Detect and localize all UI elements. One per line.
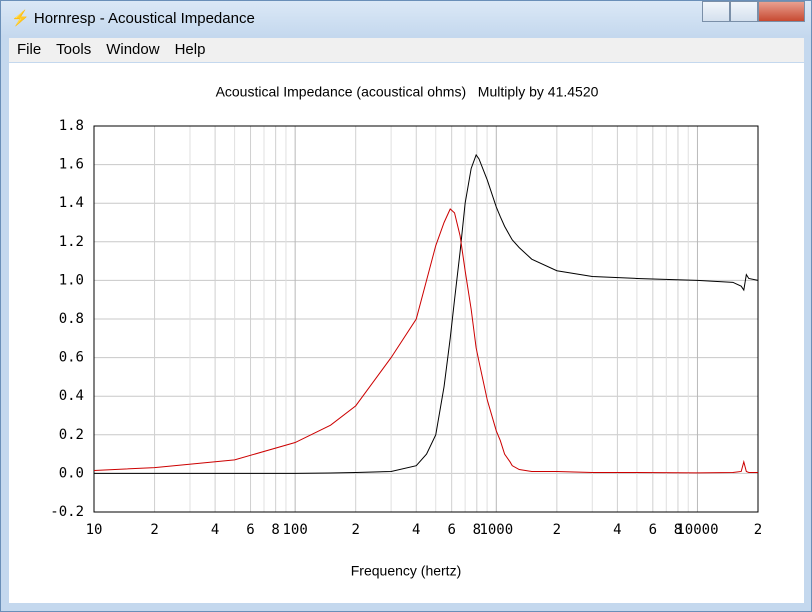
x-axis-label: Frequency (hertz) xyxy=(351,563,461,579)
x-tick-label: 2 xyxy=(754,522,762,538)
y-tick-label: 0.0 xyxy=(59,465,84,481)
y-tick-label: 1.8 xyxy=(59,118,84,134)
x-tick-label: 2 xyxy=(351,522,359,538)
x-tick-label: 4 xyxy=(211,522,219,538)
menu-item[interactable]: Window xyxy=(106,41,160,58)
y-tick-label: 0.6 xyxy=(59,350,84,366)
x-tick-label: 2 xyxy=(553,522,561,538)
series-line xyxy=(93,208,758,474)
close-button[interactable] xyxy=(758,1,805,22)
window-buttons xyxy=(702,1,805,22)
x-tick-label: 10 xyxy=(86,522,103,538)
maximize-button[interactable] xyxy=(730,1,758,22)
x-tick-label: 4 xyxy=(412,522,420,538)
window-title: ⚡ Hornresp - Acoustical Impedance xyxy=(11,10,255,27)
plot-frame xyxy=(93,125,759,513)
x-tick-label: 100 xyxy=(283,522,308,538)
y-tick-label: 0.2 xyxy=(59,427,84,443)
y-tick-label: 1.0 xyxy=(59,272,84,288)
y-tick-label: 0.4 xyxy=(59,388,84,404)
minimize-button[interactable] xyxy=(702,1,730,22)
menu-bar: File Tools Window Help xyxy=(9,38,804,62)
menu-item[interactable]: File xyxy=(17,41,42,58)
x-tick-label: 8 xyxy=(674,522,682,538)
y-tick-label: 1.4 xyxy=(59,195,84,211)
y-tick-label: 1.2 xyxy=(59,234,84,250)
x-tick-label: 10000 xyxy=(676,522,718,538)
chart-title: Acoustical Impedance (acoustical ohms) M… xyxy=(216,84,599,100)
x-tick-label: 8 xyxy=(271,522,279,538)
x-tick-label: 2 xyxy=(150,522,158,538)
x-tick-label: 1000 xyxy=(479,522,513,538)
y-tick-label: 1.6 xyxy=(59,157,84,173)
x-tick-label: 6 xyxy=(246,522,254,538)
menu-item[interactable]: Help xyxy=(174,41,206,58)
y-tick-label: 0.8 xyxy=(59,311,84,327)
menu-item[interactable]: Tools xyxy=(56,41,92,58)
series-line xyxy=(94,153,759,474)
y-tick-label: -0.2 xyxy=(50,504,84,520)
x-tick-label: 4 xyxy=(613,522,621,538)
x-tick-label: 8 xyxy=(473,522,481,538)
x-tick-label: 6 xyxy=(447,522,455,538)
x-tick-label: 6 xyxy=(649,522,657,538)
window-title-text: Hornresp - Acoustical Impedance xyxy=(33,10,255,27)
